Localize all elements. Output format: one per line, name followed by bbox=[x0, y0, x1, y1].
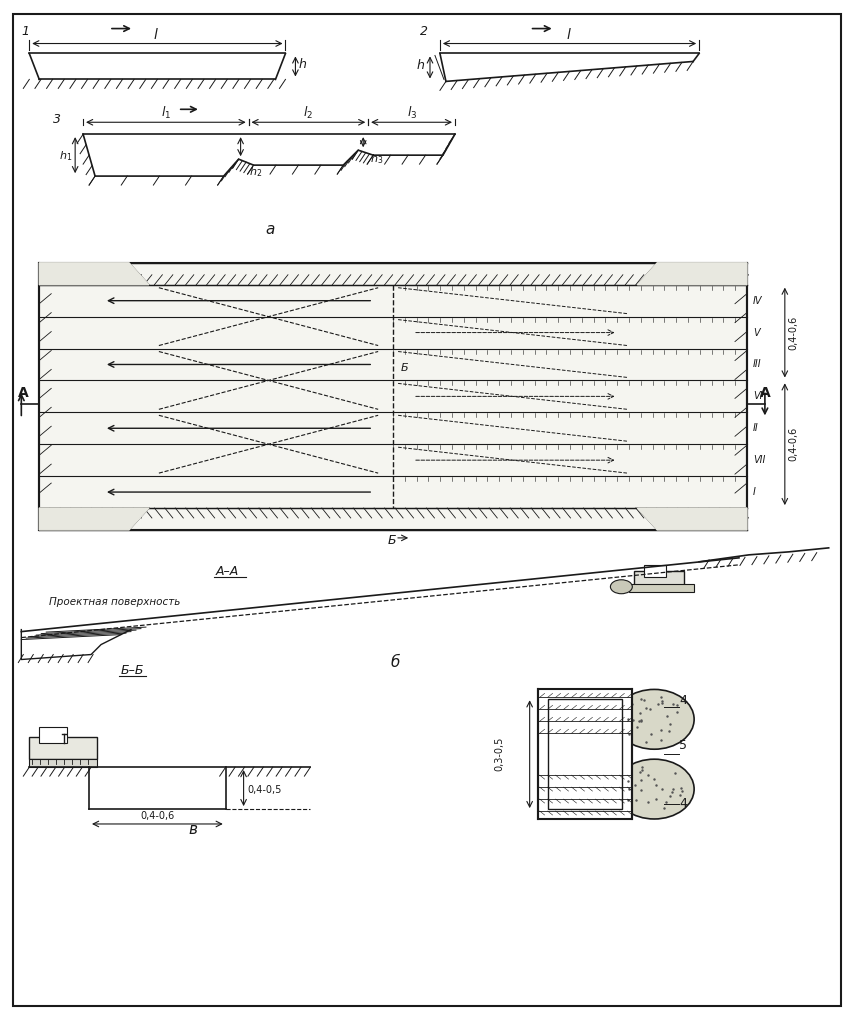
Text: $h$: $h$ bbox=[298, 57, 307, 71]
Text: II: II bbox=[752, 423, 757, 433]
Text: A: A bbox=[18, 386, 29, 400]
Ellipse shape bbox=[610, 580, 631, 594]
Bar bbox=[634, 571, 683, 589]
Bar bbox=[39, 263, 746, 530]
Text: в: в bbox=[189, 822, 198, 837]
Text: $h_2$: $h_2$ bbox=[248, 165, 262, 179]
Bar bbox=[29, 759, 97, 767]
Polygon shape bbox=[636, 508, 746, 530]
Text: $h_1$: $h_1$ bbox=[59, 149, 73, 163]
Bar bbox=[39, 728, 67, 743]
Text: $l_2$: $l_2$ bbox=[303, 105, 313, 121]
Text: а: а bbox=[265, 222, 275, 236]
Text: Б: Б bbox=[401, 363, 409, 373]
Text: б: б bbox=[390, 655, 399, 671]
Text: 1: 1 bbox=[21, 24, 29, 38]
Bar bbox=[629, 584, 693, 592]
Text: A–A: A–A bbox=[216, 565, 239, 578]
Polygon shape bbox=[39, 263, 148, 284]
Text: 0,4-0,5: 0,4-0,5 bbox=[247, 785, 281, 795]
Text: 4: 4 bbox=[678, 797, 687, 810]
Text: 3: 3 bbox=[53, 113, 61, 126]
Bar bbox=[547, 699, 622, 809]
Text: Б: Б bbox=[387, 534, 397, 547]
Text: I: I bbox=[752, 487, 755, 497]
Ellipse shape bbox=[613, 759, 693, 819]
Text: $l_1$: $l_1$ bbox=[160, 105, 171, 121]
Text: 2: 2 bbox=[420, 24, 427, 38]
Text: 5: 5 bbox=[678, 739, 687, 752]
Text: Б–Б: Б–Б bbox=[121, 664, 144, 678]
Bar bbox=[537, 690, 631, 819]
Text: Проектная поверхность: Проектная поверхность bbox=[49, 597, 180, 606]
Polygon shape bbox=[39, 508, 148, 530]
Polygon shape bbox=[636, 263, 746, 284]
Text: $l_3$: $l_3$ bbox=[406, 105, 416, 121]
Ellipse shape bbox=[613, 690, 693, 749]
Text: $h_3$: $h_3$ bbox=[369, 152, 383, 166]
Text: IV: IV bbox=[752, 296, 762, 306]
Text: 0,4-0,6: 0,4-0,6 bbox=[788, 316, 798, 350]
Bar bbox=[643, 565, 665, 577]
Text: 0,3-0,5: 0,3-0,5 bbox=[494, 737, 504, 771]
Text: V: V bbox=[752, 327, 758, 337]
Text: VI: VI bbox=[752, 391, 762, 401]
Text: $h$: $h$ bbox=[415, 58, 425, 72]
Text: $l$: $l$ bbox=[565, 26, 571, 42]
Text: A: A bbox=[758, 386, 769, 400]
Text: 4: 4 bbox=[678, 694, 687, 707]
Text: VII: VII bbox=[752, 455, 764, 465]
Text: 0,4-0,6: 0,4-0,6 bbox=[140, 811, 174, 821]
Text: III: III bbox=[752, 360, 761, 370]
Text: 0,4-0,6: 0,4-0,6 bbox=[788, 427, 798, 462]
Text: $l$: $l$ bbox=[153, 26, 159, 42]
Bar bbox=[29, 738, 97, 759]
